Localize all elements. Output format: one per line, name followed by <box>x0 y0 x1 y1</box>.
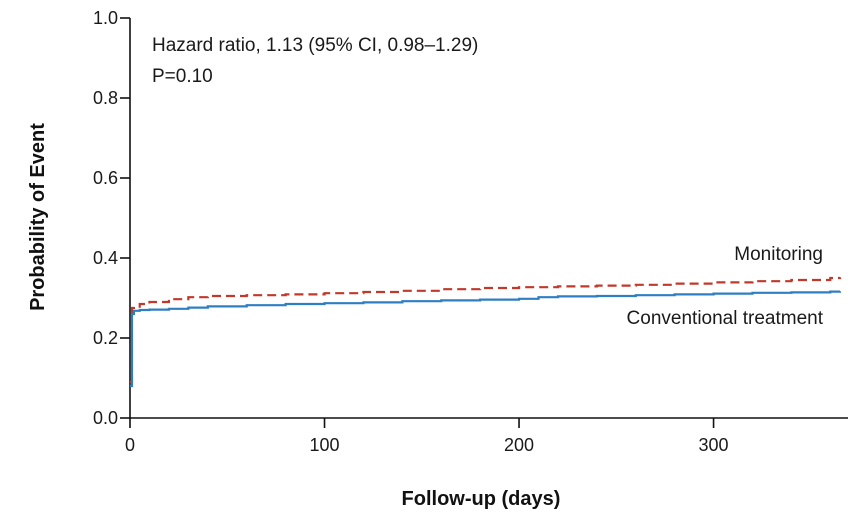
x-axis-title: Follow-up (days) <box>402 488 561 510</box>
series-line-conventional-treatment <box>130 290 842 388</box>
series-label-conventional-treatment: Conventional treatment <box>627 308 824 329</box>
x-tick-label: 200 <box>504 435 534 455</box>
series-line-monitoring <box>130 276 842 384</box>
axes: 0.0 0.2 0.4 0.6 0.8 1.0 0 100 200 300 <box>93 8 848 455</box>
p-value-annotation: P=0.10 <box>152 66 213 87</box>
x-tick-label: 0 <box>125 435 135 455</box>
x-tick-label: 300 <box>699 435 729 455</box>
series-label-monitoring: Monitoring <box>734 244 823 265</box>
series-layer <box>130 276 842 388</box>
y-tick-label: 0.6 <box>93 168 118 188</box>
x-tick-label: 100 <box>309 435 339 455</box>
y-axis-title: Probability of Event <box>27 123 49 311</box>
labels: Hazard ratio, 1.13 (95% CI, 0.98–1.29) P… <box>27 35 824 510</box>
hazard-ratio-annotation: Hazard ratio, 1.13 (95% CI, 0.98–1.29) <box>152 35 478 56</box>
y-tick-label: 0.8 <box>93 88 118 108</box>
y-tick-label: 0.4 <box>93 248 118 268</box>
y-tick-label: 1.0 <box>93 8 118 28</box>
y-tick-label: 0.2 <box>93 328 118 348</box>
y-tick-label: 0.0 <box>93 408 118 428</box>
